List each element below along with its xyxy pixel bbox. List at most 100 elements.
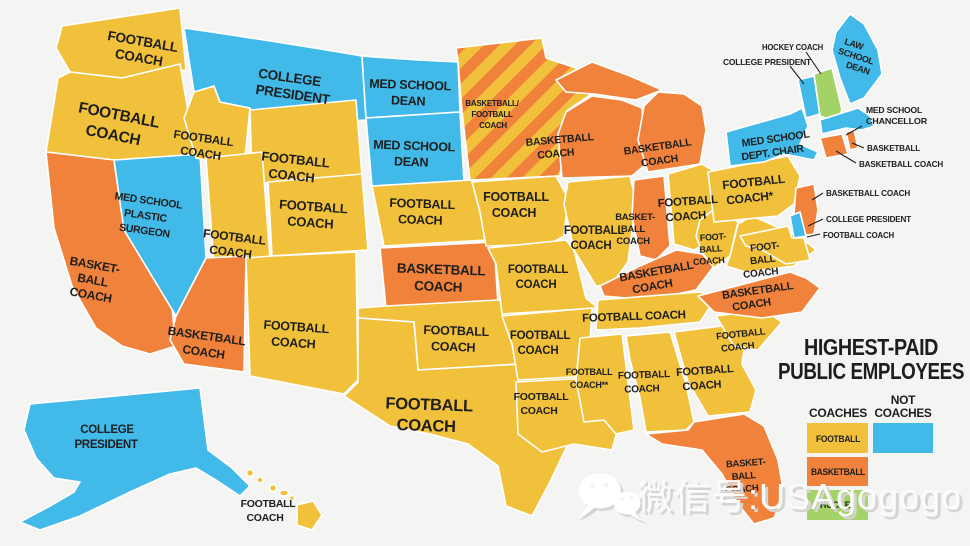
state-hawaii [245, 468, 323, 531]
label-south-carolina: COACH [721, 340, 756, 354]
state-florida [645, 413, 785, 525]
callout-new-hampshire: HOCKEY COACH [762, 42, 823, 52]
label-indiana: BASKET- [615, 212, 655, 223]
page-title: PUBLIC EMPLOYEES [778, 358, 964, 384]
label-alaska: PRESIDENT [74, 439, 137, 451]
callout-massachusetts: MED SCHOOL [866, 105, 922, 115]
callout-vermont: COLLEGE PRESIDENT [723, 57, 812, 67]
label-north-dakota: MED SCHOOL [369, 77, 452, 94]
label-georgia: COACH [682, 379, 722, 394]
label-indiana: BALL [621, 224, 646, 235]
callout-maryland: FOOTBALL COACH [823, 230, 894, 240]
callout-line-connecticut [835, 150, 857, 164]
label-north-carolina: COACH [732, 296, 772, 313]
label-west-virginia: COACH [693, 255, 725, 267]
wechat-icon [576, 473, 648, 525]
state-iowa [471, 175, 569, 247]
label-arkansas: FOOTBALL [510, 330, 570, 342]
label-nebraska: COACH [398, 212, 443, 228]
callout-delaware: COLLEGE PRESIDENT [826, 214, 912, 224]
state-maryland [739, 225, 811, 265]
title-block: HIGHEST-PAID PUBLIC EMPLOYEES [778, 334, 965, 384]
label-wyoming: FOOTBALL [261, 148, 331, 170]
state-tennessee [595, 291, 717, 331]
label-texas: COACH [396, 416, 456, 436]
label-virginia: COACH [743, 266, 779, 281]
label-oklahoma: COACH [431, 339, 476, 355]
state-north-carolina [697, 271, 821, 319]
state-alaska [19, 387, 251, 531]
label-arkansas: COACH [518, 345, 559, 357]
legend-swatch-not-coaches [873, 423, 933, 453]
label-minnesota: BASKETBALL/ [465, 99, 519, 108]
state-massachusetts [819, 107, 875, 135]
label-ohio: FOOTBALL [657, 194, 718, 210]
label-florida: COACH [725, 483, 759, 496]
callout-line-rhode-island [851, 142, 865, 149]
state-rhode-island [845, 129, 859, 151]
label-missouri: FOOTBALL [508, 264, 568, 276]
label-illinois: FOOTBALL [564, 225, 624, 237]
label-wisconsin: COACH [537, 146, 575, 161]
state-mississippi [575, 333, 635, 435]
label-alabama: FOOTBALL [618, 369, 671, 382]
label-arizona: COACH [182, 342, 226, 362]
state-new-york [725, 107, 819, 167]
label-nevada: PLASTIC [123, 207, 168, 225]
label-louisiana: FOOTBALL [514, 391, 570, 403]
label-iowa: COACH [492, 206, 537, 220]
label-hawaii: FOOTBALL [241, 498, 297, 510]
label-pennsylvania: COACH* [726, 189, 775, 208]
state-maine [831, 13, 883, 105]
label-wisconsin: BASKETBALL [525, 131, 595, 149]
legend-label-football: FOOTBALL [816, 434, 860, 445]
callout-line-new-jersey [811, 192, 824, 201]
page-title: HIGHEST-PAID [804, 334, 938, 360]
watermark-text: 微信号:USAgogogo [637, 476, 962, 517]
label-alaska: COLLEGE [80, 424, 134, 436]
label-colorado: FOOTBALL [279, 197, 349, 217]
label-minnesota: FOOTBALL [471, 110, 513, 119]
label-virginia: FOOT- [750, 241, 780, 255]
callout-line-new-hampshire [805, 51, 822, 75]
label-california: BALL [76, 270, 109, 289]
northeast-callouts: HOCKEY COACH COLLEGE PRESIDENT MED SCHOO… [723, 42, 943, 240]
legend-not-coaches-header: NOT [891, 393, 916, 407]
label-new-mexico: COACH [271, 334, 316, 351]
label-minnesota: COACH [479, 121, 507, 130]
callout-connecticut: BASKETBALL COACH [859, 159, 943, 169]
label-hawaii: COACH [247, 512, 284, 524]
legend: COACHES NOT COACHES FOOTBALL BASKETBALL … [807, 393, 933, 520]
label-oklahoma: FOOTBALL [423, 323, 490, 339]
label-north-dakota: DEAN [391, 93, 426, 108]
callout-massachusetts: CHANCELLOR [866, 116, 927, 126]
watermark: 微信号:USAgogogo 微信号:USAgogogo [576, 473, 964, 525]
state-michigan [637, 91, 707, 173]
label-wyoming: COACH [268, 166, 315, 186]
legend-label-basketball: BASKETBALL [811, 467, 865, 478]
state-connecticut [819, 133, 849, 159]
label-illinois: COACH [571, 240, 612, 252]
label-louisiana: COACH [521, 405, 558, 417]
label-west-virginia: BALL [699, 243, 723, 255]
label-tennessee: FOOTBALL COACH [582, 309, 686, 325]
label-virginia: BALL [749, 254, 776, 268]
label-pennsylvania: FOOTBALL [722, 172, 786, 193]
state-delaware [789, 211, 807, 239]
label-alabama: COACH [624, 383, 660, 395]
label-florida: BASKET- [726, 457, 766, 471]
state-arizona [169, 255, 247, 373]
label-indiana: COACH [616, 236, 650, 247]
legend-not-coaches-header: COACHES [875, 406, 932, 420]
legend-coaches-header: COACHES [809, 406, 867, 420]
state-missouri [487, 239, 599, 315]
label-florida: BALL [731, 470, 756, 483]
label-ohio: COACH [665, 210, 706, 225]
state-michigan-upper [555, 61, 663, 101]
label-idaho: COACH [179, 145, 221, 163]
legend-swatch-football [807, 423, 868, 453]
state-arkansas [501, 307, 593, 381]
label-michigan: COACH [640, 153, 678, 170]
state-colorado [267, 173, 369, 257]
us-map [19, 7, 883, 531]
